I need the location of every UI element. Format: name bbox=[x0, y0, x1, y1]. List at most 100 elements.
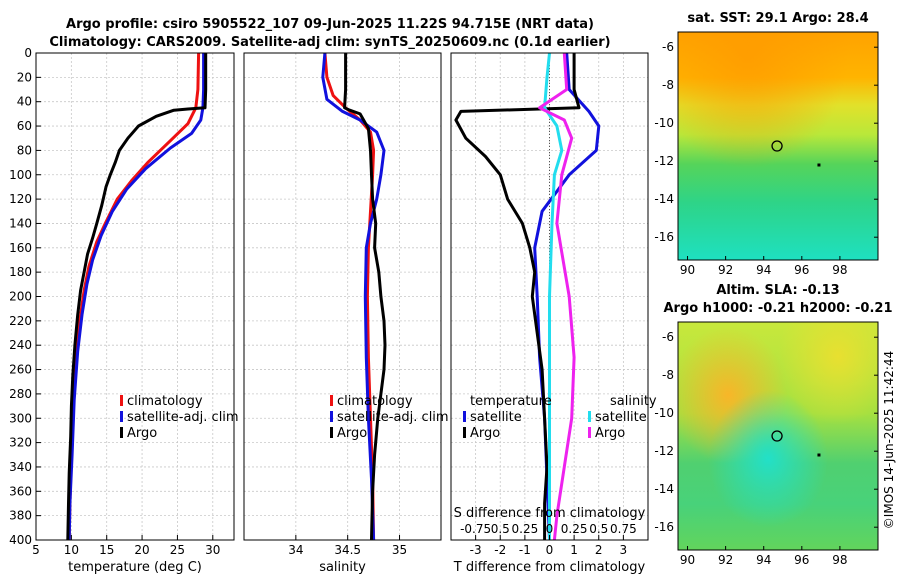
y-tick-label: 380 bbox=[9, 509, 32, 523]
x-tick-label: 5 bbox=[32, 543, 40, 557]
x-tick-label: 10 bbox=[64, 543, 79, 557]
legend-label-argo-s: Argo bbox=[595, 426, 625, 441]
x-axis-label: T difference from climatology bbox=[453, 560, 646, 575]
x-tick-label: -3 bbox=[470, 543, 482, 557]
legend-swatch-argo bbox=[120, 427, 123, 438]
y-tick-label: 340 bbox=[9, 460, 32, 474]
y-tick-label: 280 bbox=[9, 387, 32, 401]
legend-label-satellite-s: satellite bbox=[595, 410, 647, 425]
map-x-tick-label: 92 bbox=[718, 263, 733, 277]
y-tick-label: 300 bbox=[9, 411, 32, 425]
legend-label-satellite: satellite-adj. clim bbox=[337, 410, 449, 425]
sst-secondary-marker bbox=[817, 163, 821, 167]
legend-label-climatology: climatology bbox=[127, 394, 203, 409]
map-x-tick-label: 98 bbox=[832, 553, 847, 567]
series-line-satellite-adj-clim bbox=[67, 53, 206, 541]
sst-map-frame bbox=[677, 31, 879, 261]
y-tick-label: 220 bbox=[9, 314, 32, 328]
salinity-panel: 34 34.5 35 salinity bbox=[243, 52, 442, 575]
legend-title-salinity: salinity bbox=[610, 394, 657, 409]
sla-map: 90 92 94 96 98 -6 -8 -10 -12 -14 -16 bbox=[654, 321, 879, 567]
figure-title-line1: Argo profile: csiro 5905522_107 09-Jun-2… bbox=[66, 17, 594, 32]
x-tick-label: 1 bbox=[570, 543, 578, 557]
x-tick-label: 35 bbox=[392, 543, 407, 557]
series-line-satellite-s- bbox=[543, 52, 564, 540]
x-tick-label: 2 bbox=[595, 543, 603, 557]
y-tick-label: 20 bbox=[17, 70, 32, 84]
x-tick-label: 20 bbox=[134, 543, 149, 557]
map-y-tick-label: -8 bbox=[662, 368, 674, 382]
imos-credit: ©IMOS 14-Jun-2025 11:42:44 bbox=[882, 351, 896, 529]
series-line-argo-s- bbox=[538, 52, 576, 541]
difference-panel: -3 -2 -1 0 1 2 3 T difference from climatology S… bbox=[450, 52, 649, 575]
difference-legend: temperature salinity satellite Argo sate… bbox=[463, 394, 657, 441]
sst-map: 90 92 94 96 98 -6 -8 -10 -12 -14 -16 bbox=[654, 31, 879, 277]
x-tick-label: -1 bbox=[519, 543, 531, 557]
map-x-tick-label: 96 bbox=[794, 553, 809, 567]
y-tick-label: 180 bbox=[9, 265, 32, 279]
x-axis-label: temperature (deg C) bbox=[68, 560, 202, 575]
map-y-tick-label: -6 bbox=[662, 40, 674, 54]
figure-title-line2: Climatology: CARS2009. Satellite-adj cli… bbox=[49, 35, 610, 50]
x-tick-label: 30 bbox=[205, 543, 220, 557]
x-tick-label: -2 bbox=[494, 543, 506, 557]
y-tick-label: 40 bbox=[17, 95, 32, 109]
legend-label-climatology: climatology bbox=[337, 394, 413, 409]
legend-swatch-argo-s bbox=[588, 427, 591, 438]
legend-label-satellite: satellite-adj. clim bbox=[127, 410, 239, 425]
sst-warm-patch bbox=[678, 32, 878, 260]
x-tick-label: 34 bbox=[288, 543, 303, 557]
sst-argo-position-marker bbox=[771, 140, 783, 152]
series-line-satellite-adj-clim bbox=[321, 52, 386, 541]
y-tick-label: 0 bbox=[24, 46, 32, 60]
plot-frame bbox=[243, 52, 442, 541]
map-y-tick-label: -12 bbox=[654, 154, 674, 168]
s-tick-label: 0.75 bbox=[610, 522, 637, 536]
map-y-tick-label: -14 bbox=[654, 482, 674, 496]
x-tick-label: 0 bbox=[546, 543, 554, 557]
legend-swatch-satellite bbox=[120, 411, 123, 422]
legend-swatch-climatology bbox=[120, 395, 123, 406]
sla-map-title-line1: Altim. SLA: -0.13 bbox=[716, 283, 839, 298]
y-tick-label: 80 bbox=[17, 143, 32, 157]
temperature-legend: climatology satellite-adj. clim Argo bbox=[120, 394, 239, 441]
s-tick-label: -0.75 bbox=[460, 522, 491, 536]
map-x-tick-label: 96 bbox=[794, 263, 809, 277]
y-tick-label: 400 bbox=[9, 533, 32, 547]
y-tick-label: 360 bbox=[9, 484, 32, 498]
map-x-tick-label: 90 bbox=[680, 263, 695, 277]
sst-map-axes: 90 92 94 96 98 -6 -8 -10 -12 -14 -16 bbox=[654, 40, 878, 277]
temperature-panel: 5 10 15 20 25 3002040608010012014016018020022… bbox=[9, 46, 235, 575]
map-y-tick-label: -10 bbox=[654, 116, 674, 130]
map-y-tick-label: -16 bbox=[654, 520, 674, 534]
legend-label-satellite-t: satellite bbox=[470, 410, 522, 425]
y-tick-label: 100 bbox=[9, 168, 32, 182]
x-axis-label: salinity bbox=[319, 560, 366, 575]
s-tick-label: 0.5 bbox=[589, 522, 608, 536]
legend-title-temperature: temperature bbox=[470, 394, 552, 409]
x-tick-label: 25 bbox=[170, 543, 185, 557]
legend-swatch-argo bbox=[330, 427, 333, 438]
s-tick-label: 0.5 bbox=[491, 522, 510, 536]
sla-map-title-line2: Argo h1000: -0.21 h2000: -0.21 bbox=[663, 301, 892, 316]
top-axis-label: S difference from climatology bbox=[454, 506, 646, 521]
map-y-tick-label: -10 bbox=[654, 406, 674, 420]
x-tick-label: 3 bbox=[620, 543, 628, 557]
map-y-tick-label: -6 bbox=[662, 330, 674, 344]
sla-secondary-marker bbox=[817, 453, 821, 457]
legend-label-argo: Argo bbox=[127, 426, 157, 441]
y-tick-label: 260 bbox=[9, 363, 32, 377]
y-tick-label: 320 bbox=[9, 436, 32, 450]
map-x-tick-label: 94 bbox=[756, 263, 771, 277]
legend-swatch-argo-t bbox=[463, 427, 466, 438]
map-x-tick-label: 90 bbox=[680, 553, 695, 567]
map-y-tick-label: -8 bbox=[662, 78, 674, 92]
y-tick-label: 60 bbox=[17, 119, 32, 133]
map-x-tick-label: 92 bbox=[718, 553, 733, 567]
y-tick-label: 120 bbox=[9, 192, 32, 206]
sla-argo-position-marker bbox=[771, 430, 783, 442]
series-line-argo bbox=[343, 53, 387, 541]
legend-swatch-climatology bbox=[330, 395, 333, 406]
legend-swatch-satellite-s bbox=[588, 411, 591, 422]
